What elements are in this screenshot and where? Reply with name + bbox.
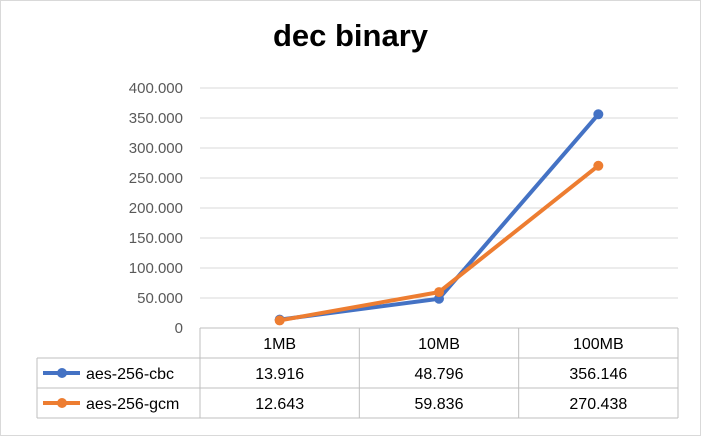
- x-category-label: 10MB: [418, 336, 460, 353]
- y-tick-label: 150.000: [129, 230, 183, 247]
- data-point: [274, 315, 285, 326]
- legend-key-marker: [57, 368, 67, 378]
- data-point: [593, 109, 604, 120]
- y-tick-label: 200.000: [129, 200, 183, 217]
- table-value: 12.643: [255, 396, 304, 413]
- table-value: 13.916: [255, 366, 304, 383]
- y-tick-label: 250.000: [129, 170, 183, 187]
- data-point: [593, 160, 604, 171]
- legend-series-name: aes-256-gcm: [86, 396, 179, 413]
- y-tick-label: 100.000: [129, 260, 183, 277]
- y-tick-label: 0: [175, 320, 183, 337]
- data-point: [434, 287, 444, 298]
- y-tick-label: 350.000: [129, 110, 183, 127]
- table-value: 48.796: [415, 366, 464, 383]
- legend-series-name: aes-256-cbc: [86, 366, 174, 383]
- table-value: 59.836: [415, 396, 464, 413]
- x-category-label: 1MB: [263, 336, 296, 353]
- x-category-label: 100MB: [573, 336, 624, 353]
- y-tick-label: 50.000: [137, 290, 183, 307]
- legend-key-marker: [57, 398, 67, 408]
- table-value: 270.438: [569, 396, 627, 413]
- table-value: 356.146: [569, 366, 627, 383]
- chart-title: dec binary: [272, 18, 429, 53]
- y-tick-label: 400.000: [129, 80, 183, 97]
- y-tick-label: 300.000: [129, 140, 183, 157]
